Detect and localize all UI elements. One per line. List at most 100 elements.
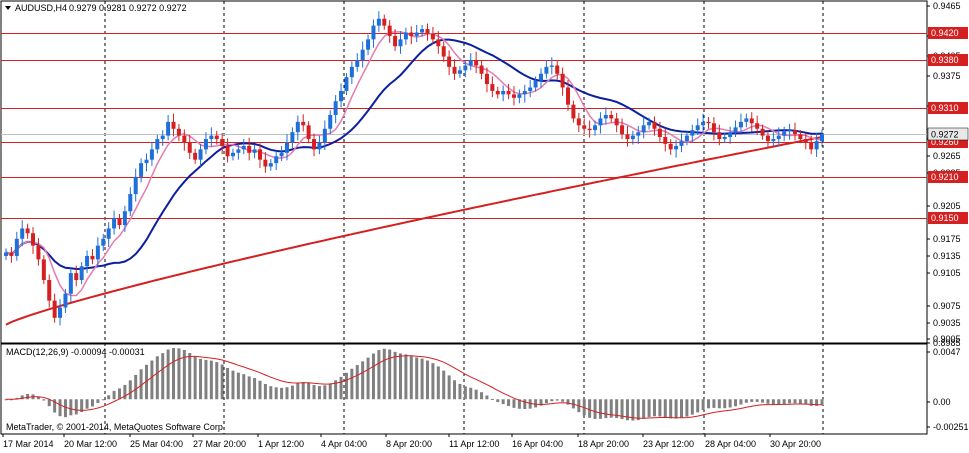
macd-bar xyxy=(215,362,219,400)
macd-bar xyxy=(750,399,754,402)
macd-bar xyxy=(804,399,808,405)
candle-body xyxy=(63,293,68,308)
candle-body xyxy=(495,90,500,95)
macd-bar xyxy=(820,399,824,405)
macd-bar xyxy=(647,399,651,418)
candle-body xyxy=(414,32,419,36)
candle-body xyxy=(193,152,198,160)
time-tick-label: 8 Apr 20:00 xyxy=(386,439,432,449)
macd-bar xyxy=(701,399,705,411)
macd-bar xyxy=(69,399,73,416)
macd-bar xyxy=(766,399,770,404)
macd-bar xyxy=(631,399,635,421)
level-tag xyxy=(928,102,968,114)
candle-body xyxy=(555,65,560,74)
candle-body xyxy=(576,118,581,126)
macd-bar xyxy=(761,399,765,403)
candle-body xyxy=(533,80,538,88)
price-tick-label: 0.8985 xyxy=(933,338,961,348)
macd-bar xyxy=(415,357,419,400)
macd-bar xyxy=(620,399,624,420)
macd-bar xyxy=(290,385,294,400)
macd-bar xyxy=(517,399,521,409)
candle-body xyxy=(4,252,8,256)
candle-body xyxy=(717,132,722,140)
candle-body xyxy=(744,118,749,122)
level-tag xyxy=(928,27,968,39)
candle-body xyxy=(285,142,290,153)
macd-bar xyxy=(74,399,78,415)
candle-body xyxy=(684,135,689,142)
macd-bar xyxy=(188,352,192,400)
level-tag-label: 0.9260 xyxy=(931,137,959,147)
macd-bar xyxy=(377,350,381,400)
macd-bar xyxy=(469,387,473,400)
candle-body xyxy=(171,121,176,129)
candle-body xyxy=(528,87,533,91)
candle-body xyxy=(366,39,371,50)
candle-body xyxy=(312,139,317,150)
macd-bar xyxy=(409,356,413,400)
candle-body xyxy=(614,118,619,126)
candle-body xyxy=(236,149,241,153)
candle-body xyxy=(441,46,446,57)
candle-body xyxy=(663,137,668,144)
macd-bar xyxy=(685,399,689,417)
candle-body xyxy=(598,118,603,126)
candle-body xyxy=(641,125,646,133)
candle-body xyxy=(820,134,824,142)
macd-bar xyxy=(555,399,559,401)
candle-body xyxy=(782,131,787,136)
macd-bar xyxy=(550,399,554,402)
time-tick-label: 4 Apr 04:00 xyxy=(321,439,367,449)
ohlc-values: 0.9279 0.9281 0.9272 0.9272 xyxy=(69,3,187,13)
candle-body xyxy=(144,159,149,164)
macd-bar xyxy=(485,395,489,400)
macd-tick-label: 0.00 xyxy=(933,397,951,407)
candle-body xyxy=(549,65,554,67)
candle-body xyxy=(690,130,695,136)
macd-bar xyxy=(301,382,305,400)
macd-bar xyxy=(296,383,300,400)
candle-body xyxy=(393,35,398,47)
macd-bar xyxy=(636,399,640,421)
macd-bar xyxy=(90,399,94,407)
candle-body xyxy=(798,134,803,140)
macd-bar xyxy=(723,399,727,409)
candle-body xyxy=(430,33,435,40)
macd-bar xyxy=(339,376,343,400)
symbol-title: AUDUSD,H4 xyxy=(15,3,67,13)
macd-bar xyxy=(501,399,505,405)
macd-bar xyxy=(539,399,543,406)
candle-body xyxy=(301,121,306,126)
candle-body xyxy=(155,139,160,150)
macd-bar xyxy=(609,399,613,418)
macd-bar xyxy=(101,399,105,401)
current-price-label: 0.9272 xyxy=(931,130,959,140)
candle-body xyxy=(387,25,392,36)
candle-body xyxy=(328,115,333,129)
macd-bar xyxy=(317,386,321,400)
candle-body xyxy=(522,90,527,95)
macd-bar xyxy=(53,399,57,413)
macd-bar xyxy=(463,386,467,400)
macd-bar xyxy=(274,387,278,400)
candle-body xyxy=(128,194,133,212)
macd-bar xyxy=(269,386,273,400)
macd-bar xyxy=(426,360,430,400)
macd-bar xyxy=(47,399,51,407)
macd-bar xyxy=(123,384,127,400)
macd-bar xyxy=(615,399,619,418)
macd-bar xyxy=(80,399,84,413)
time-tick-label: 18 Apr 20:00 xyxy=(578,439,629,449)
macd-pane xyxy=(4,348,824,421)
candles xyxy=(4,11,824,326)
time-axis: 17 Mar 2014 20 Mar 12:00 25 Mar 04:00 27 Ma… xyxy=(2,434,821,449)
candle-body xyxy=(566,87,571,105)
macd-bar xyxy=(674,399,678,419)
macd-bar xyxy=(490,398,494,400)
level-tag xyxy=(928,171,968,183)
macd-bar xyxy=(182,349,186,400)
